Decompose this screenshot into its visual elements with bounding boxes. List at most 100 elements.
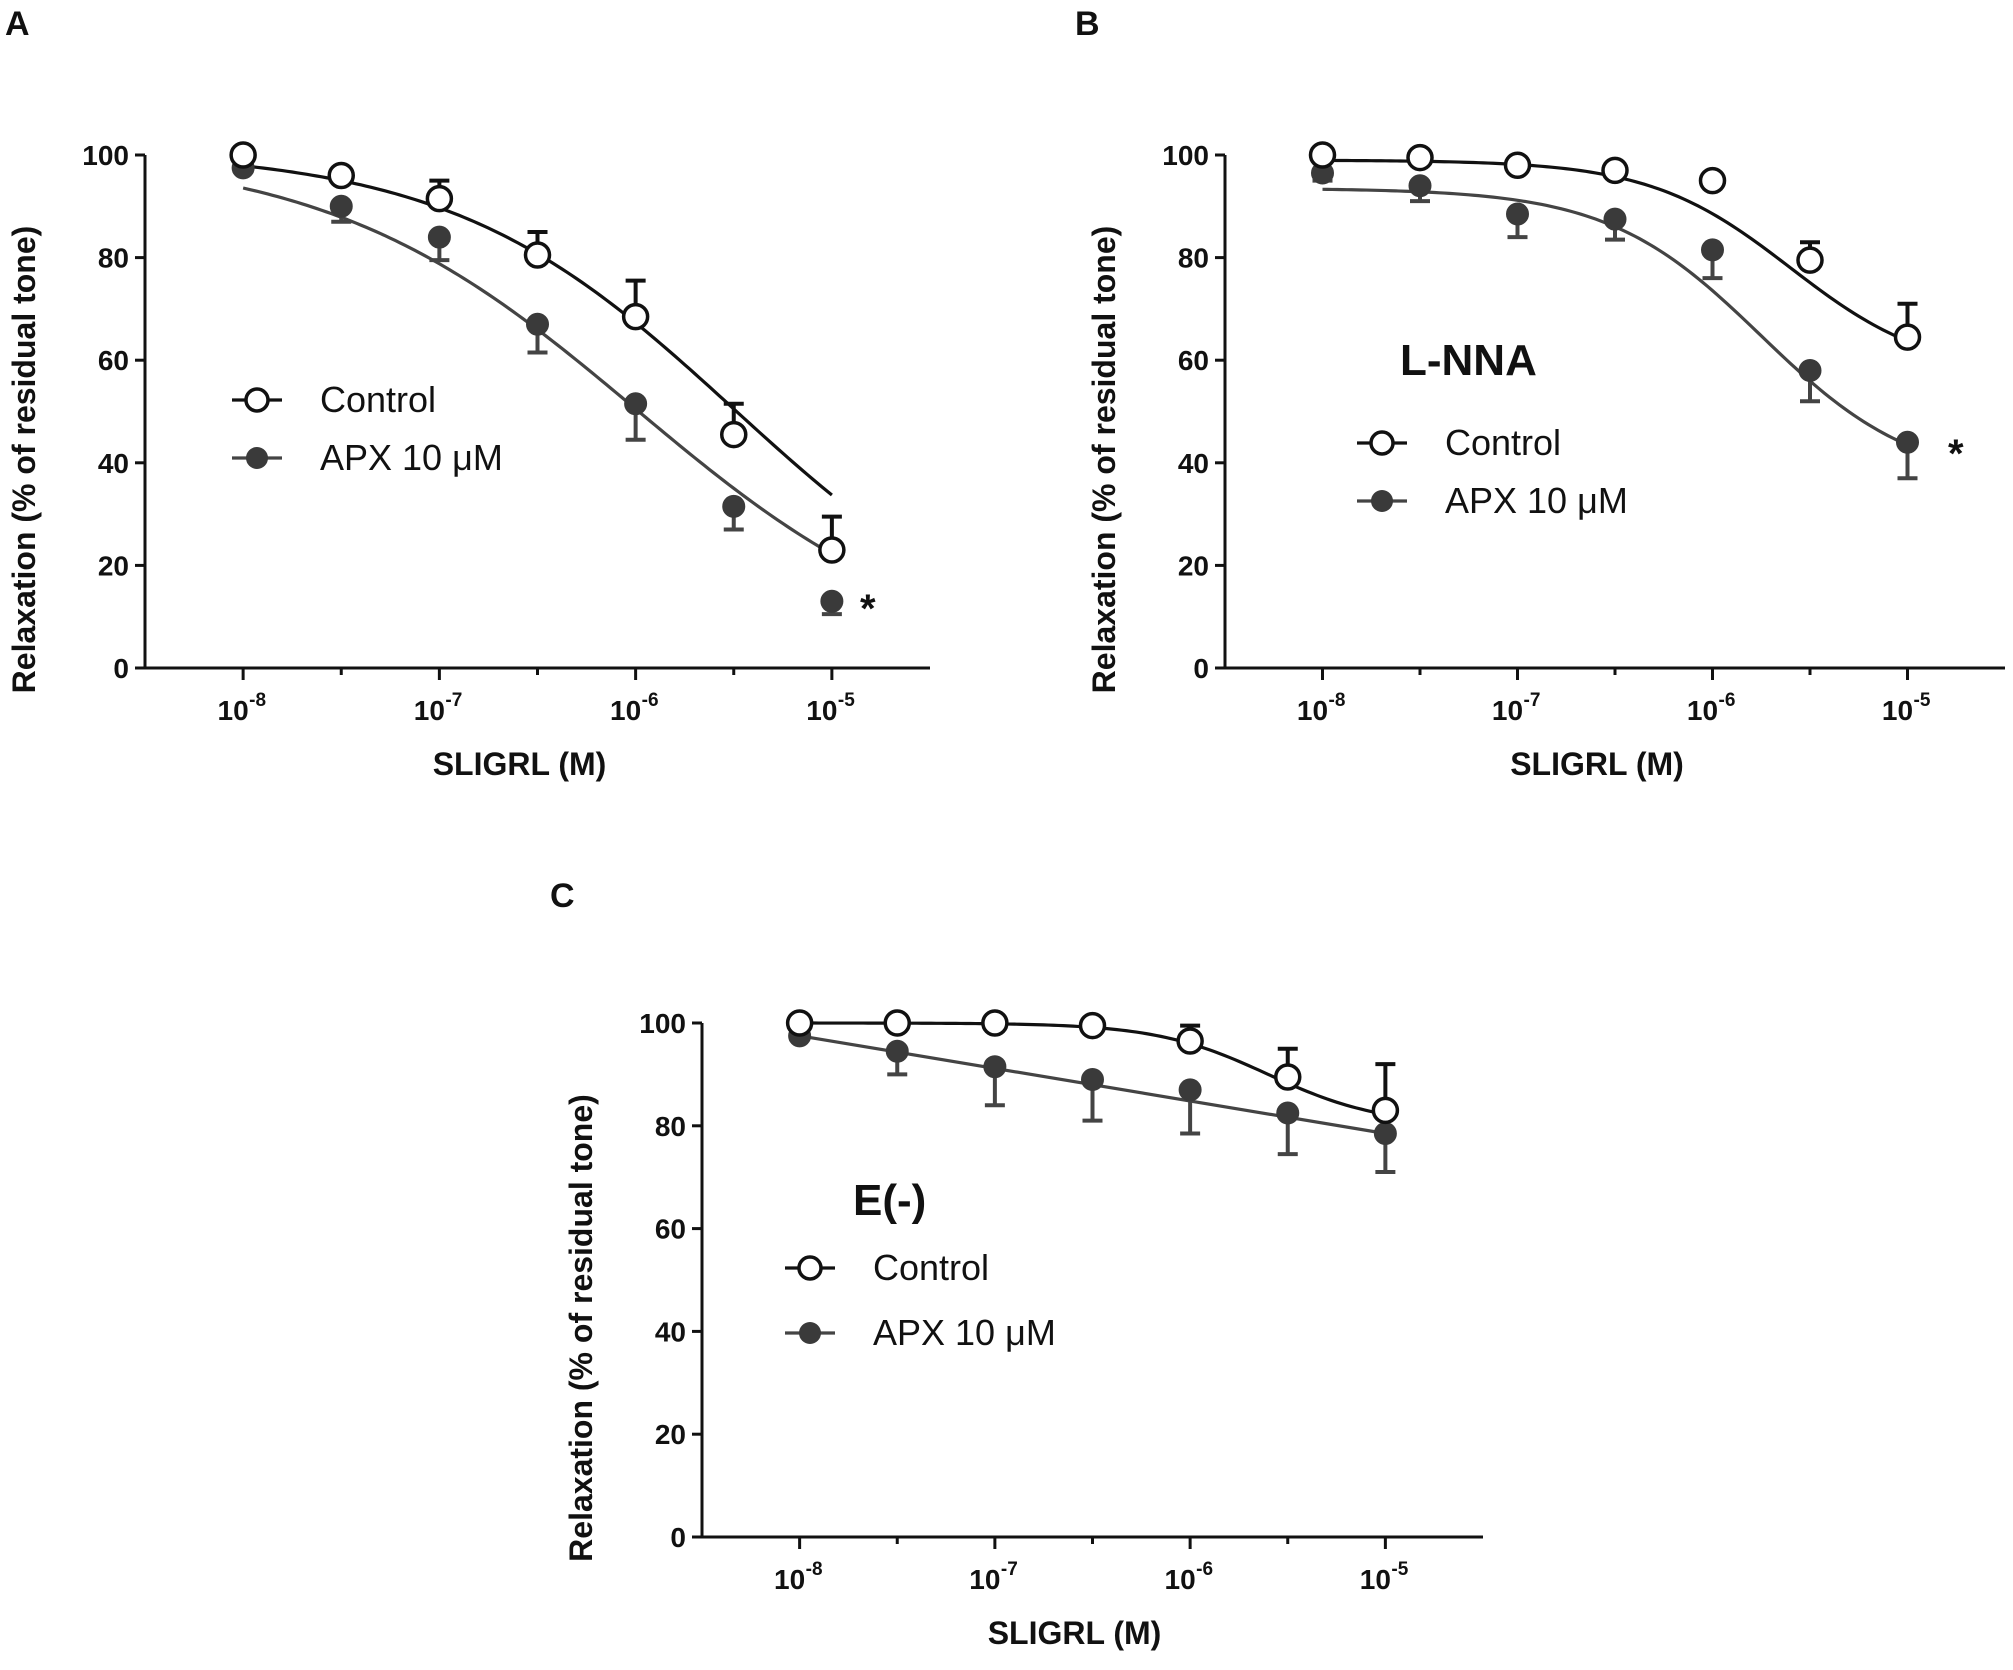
y-tick-label: 0 <box>1193 653 1209 684</box>
data-point-apx <box>1603 207 1627 231</box>
x-tick-exponent: -8 <box>806 1559 823 1580</box>
x-axis-title: SLIGRL (M) <box>988 1615 1162 1651</box>
data-point-apx <box>1081 1068 1104 1092</box>
y-tick-label: 100 <box>639 1008 686 1039</box>
x-tick-label: 10 <box>218 695 249 726</box>
data-point-control <box>818 536 846 564</box>
x-tick-label: 10 <box>1297 695 1328 726</box>
data-point-control <box>1503 151 1532 180</box>
x-tick-exponent: -7 <box>445 690 462 711</box>
x-tick-exponent: -5 <box>838 690 855 711</box>
data-point-apx <box>885 1039 909 1063</box>
data-point-apx <box>1276 1101 1300 1125</box>
legend-label: Control <box>320 379 436 420</box>
legend-label: Control <box>873 1247 989 1288</box>
x-tick-exponent: -6 <box>642 690 659 711</box>
data-point-control <box>720 420 748 449</box>
data-point-control <box>425 184 454 213</box>
x-tick-label: 10 <box>1360 1564 1391 1595</box>
data-point-control <box>1601 156 1629 185</box>
data-point-apx <box>722 494 746 518</box>
data-point-control <box>1308 141 1337 169</box>
panel-letter: A <box>5 5 30 43</box>
legend-label: APX 10 μM <box>320 437 503 478</box>
x-tick-exponent: -8 <box>1329 690 1346 711</box>
data-point-control <box>1371 1096 1400 1125</box>
y-tick-label: 80 <box>1178 243 1209 274</box>
y-axis-title: Relaxation (% of residual tone) <box>563 1094 599 1562</box>
condition-label: E(-) <box>853 1176 926 1225</box>
data-point-apx <box>1178 1078 1202 1102</box>
data-point-control <box>229 141 257 169</box>
data-point-control <box>785 1009 814 1037</box>
panel-letter: B <box>1075 5 1100 43</box>
x-axis-title: SLIGRL (M) <box>433 746 607 782</box>
x-tick-label: 10 <box>1165 1564 1196 1595</box>
legend-marker-apx <box>246 447 268 469</box>
legend-marker-control <box>797 1255 823 1281</box>
x-tick-exponent: -5 <box>1391 1559 1408 1580</box>
data-point-apx <box>329 194 353 218</box>
condition-label: L-NNA <box>1400 336 1537 385</box>
data-point-apx <box>427 225 451 249</box>
y-tick-label: 20 <box>655 1419 686 1450</box>
y-tick-label: 20 <box>1178 550 1209 581</box>
legend-marker-control <box>1369 430 1395 456</box>
data-point-apx <box>1373 1122 1397 1146</box>
y-axis-title: Relaxation (% of residual tone) <box>1086 226 1122 694</box>
x-tick-exponent: -7 <box>1001 1559 1018 1580</box>
data-point-apx <box>983 1055 1007 1079</box>
legend-marker-apx <box>1371 490 1393 512</box>
y-tick-label: 60 <box>98 345 129 376</box>
x-tick-label: 10 <box>414 695 445 726</box>
legend-marker-apx <box>799 1322 821 1344</box>
y-tick-label: 60 <box>1178 345 1209 376</box>
x-tick-label: 10 <box>610 695 641 726</box>
data-point-apx <box>624 392 648 416</box>
x-tick-label: 10 <box>969 1564 1000 1595</box>
y-tick-label: 60 <box>655 1214 686 1245</box>
y-tick-label: 80 <box>98 243 129 274</box>
legend-label: APX 10 μM <box>873 1312 1056 1353</box>
x-tick-exponent: -6 <box>1719 690 1736 711</box>
legend-marker-control <box>244 387 270 413</box>
x-tick-label: 10 <box>774 1564 805 1595</box>
data-point-control <box>1176 1027 1204 1055</box>
x-tick-label: 10 <box>1492 695 1523 726</box>
x-tick-exponent: -7 <box>1524 690 1541 711</box>
data-point-control <box>981 1009 1009 1037</box>
data-point-control <box>1796 246 1824 274</box>
legend-label: APX 10 μM <box>1445 480 1628 521</box>
data-point-apx <box>820 589 844 613</box>
y-tick-label: 100 <box>1162 140 1209 171</box>
data-point-control <box>327 161 355 190</box>
data-point-control <box>1698 166 1727 195</box>
data-point-apx <box>1896 430 1919 454</box>
data-point-apx <box>526 312 549 336</box>
data-point-apx <box>1701 238 1724 262</box>
panel-letter: C <box>550 877 575 915</box>
data-point-control <box>621 302 650 331</box>
data-point-control <box>883 1009 911 1037</box>
x-axis-title: SLIGRL (M) <box>1510 746 1684 782</box>
data-point-control <box>1274 1063 1302 1091</box>
x-tick-label: 10 <box>1882 695 1913 726</box>
data-point-control <box>523 241 552 269</box>
y-tick-label: 0 <box>113 653 129 684</box>
y-axis-title: Relaxation (% of residual tone) <box>6 226 42 694</box>
y-tick-label: 40 <box>655 1316 686 1347</box>
y-tick-label: 40 <box>98 448 129 479</box>
y-tick-label: 40 <box>1178 448 1209 479</box>
data-point-apx <box>1798 358 1822 382</box>
data-point-control <box>1406 143 1434 172</box>
x-tick-label: 10 <box>1687 695 1718 726</box>
y-tick-label: 0 <box>670 1522 686 1553</box>
y-tick-label: 100 <box>82 140 129 171</box>
data-point-apx <box>1506 202 1529 226</box>
significance-marker: * <box>1948 432 1964 476</box>
y-tick-label: 20 <box>98 550 129 581</box>
x-tick-exponent: -6 <box>1196 1559 1213 1580</box>
